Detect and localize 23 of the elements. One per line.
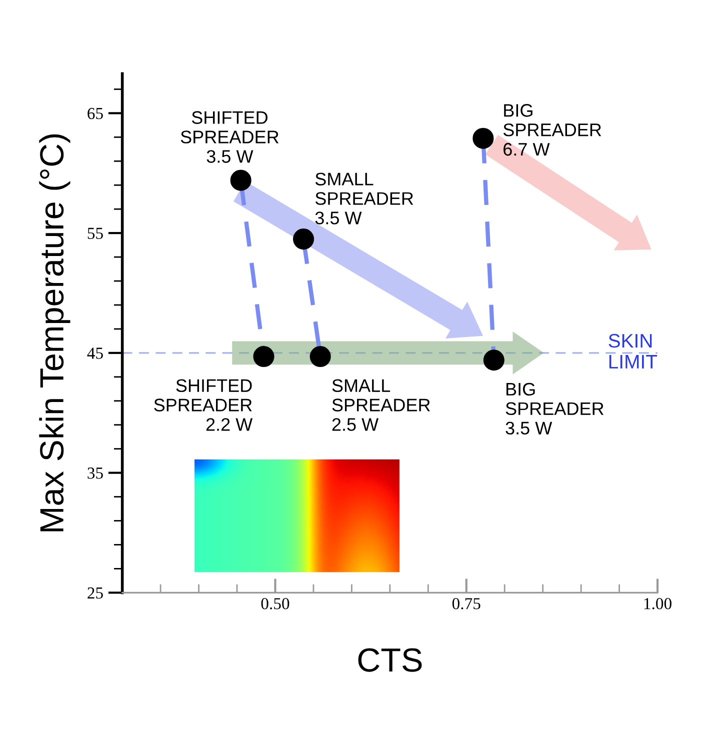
x-tick-label: 0.50 bbox=[261, 598, 290, 610]
annotation: SHIFTED SPREADER 2.2 W bbox=[154, 379, 253, 431]
y-axis-title: Max Skin Temperature (°C) bbox=[39, 134, 70, 532]
y-tick-label: 35 bbox=[88, 468, 103, 479]
annotation: SHIFTED SPREADER 3.5 W bbox=[180, 111, 279, 163]
annotation: BIG SPREADER 6.7 W bbox=[503, 104, 602, 156]
ref-line-label: SKIN LIMIT bbox=[608, 334, 658, 368]
point bbox=[483, 350, 504, 371]
annotation: SMALL SPREADER 3.5 W bbox=[315, 172, 414, 224]
x-tick-label: 0.75 bbox=[452, 598, 480, 610]
point bbox=[293, 228, 314, 250]
point bbox=[472, 128, 494, 149]
point bbox=[310, 346, 331, 368]
y-tick-label: 55 bbox=[88, 228, 103, 240]
x-tick-label: 1.00 bbox=[644, 598, 672, 610]
annotation: SMALL SPREADER 2.5 W bbox=[332, 379, 430, 431]
y-tick-label: 45 bbox=[87, 348, 103, 359]
y-tick-label: 25 bbox=[88, 587, 103, 599]
y-tick-label: 65 bbox=[88, 108, 103, 120]
x-axis-title: CTS bbox=[358, 648, 422, 672]
point bbox=[230, 170, 252, 191]
point bbox=[253, 346, 274, 368]
annotation: BIG SPREADER 3.5 W bbox=[506, 382, 604, 435]
